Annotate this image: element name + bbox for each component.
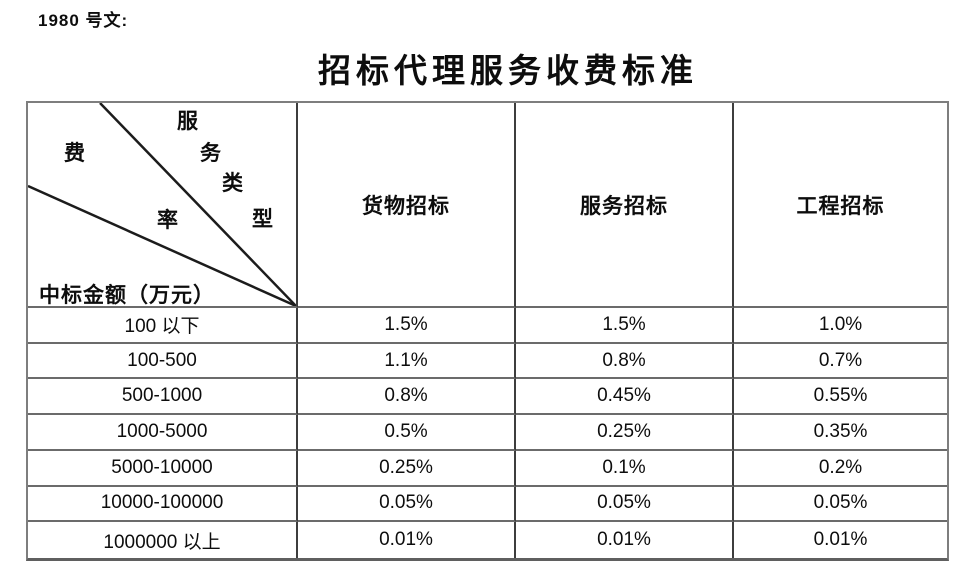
- fee-value: 0.25%: [298, 450, 516, 487]
- fee-standard-table: 服 务 类 型 费 率 中标金额（万元） 货物招标 服务招标 工程招标 100 …: [26, 101, 949, 561]
- fee-value: 0.8%: [516, 343, 734, 380]
- fee-value: 0.05%: [298, 486, 516, 523]
- row-range-label: 5000-10000: [28, 450, 298, 487]
- column-header-goods: 货物招标: [298, 103, 516, 308]
- fee-value: 0.2%: [734, 451, 947, 487]
- corner-fee-rate-char: 费: [64, 141, 85, 165]
- corner-service-type-char: 服: [177, 109, 198, 133]
- fee-value: 0.8%: [298, 379, 516, 416]
- fee-value: 0.7%: [734, 344, 947, 380]
- corner-amount-label: 中标金额（万元）: [39, 283, 215, 307]
- row-range-label: 1000000 以上: [28, 522, 298, 558]
- fee-value: 1.1%: [298, 343, 516, 380]
- fee-value: 0.25%: [516, 415, 734, 451]
- column-header-engineering: 工程招标: [734, 103, 947, 308]
- corner-fee-rate-char: 率: [157, 208, 178, 232]
- fee-value: 1.5%: [298, 308, 516, 344]
- fee-value: 0.5%: [298, 415, 516, 451]
- diagonal-divider-lines: [28, 103, 296, 306]
- fee-value: 1.5%: [516, 308, 734, 344]
- page-title: 招标代理服务收费标准: [318, 54, 698, 90]
- corner-service-type-char: 型: [252, 207, 273, 231]
- fee-value: 0.35%: [734, 415, 947, 451]
- fee-value: 0.05%: [516, 486, 734, 523]
- fee-value: 0.05%: [734, 487, 947, 523]
- fee-value: 0.1%: [516, 450, 734, 487]
- row-range-label: 10000-100000: [28, 486, 298, 523]
- fee-value: 0.01%: [813, 529, 868, 551]
- corner-service-type-char: 类: [222, 171, 243, 195]
- row-range-label: 100-500: [28, 343, 298, 380]
- corner-header-cell: 服 务 类 型 费 率 中标金额（万元）: [28, 103, 298, 308]
- row-range-label: 1000-5000: [28, 415, 298, 451]
- fee-value: 0.55%: [734, 379, 947, 416]
- row-range-label: 100 以下: [28, 308, 298, 344]
- column-header-service: 服务招标: [516, 103, 734, 308]
- fee-value: 0.01%: [298, 522, 516, 558]
- fee-value: 0.45%: [516, 379, 734, 416]
- doc-number-label: 1980 号文:: [38, 11, 129, 30]
- fee-value: 1.0%: [734, 308, 947, 344]
- fee-value: 0.01%: [516, 522, 734, 558]
- corner-service-type-char: 务: [200, 141, 221, 165]
- row-range-label: 500-1000: [28, 379, 298, 416]
